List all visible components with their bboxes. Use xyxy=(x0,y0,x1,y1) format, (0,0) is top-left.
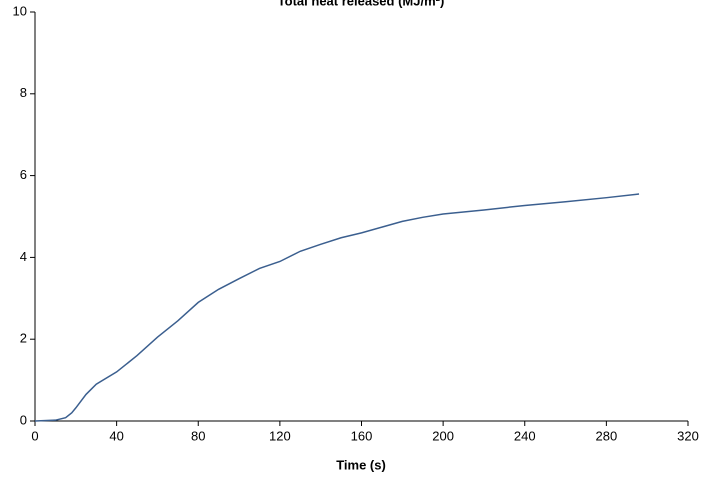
y-tick-label: 10 xyxy=(13,3,27,18)
x-tick-label: 200 xyxy=(432,428,454,443)
chart-title: Total heat released (MJ/m²) xyxy=(278,0,445,8)
y-tick-label: 4 xyxy=(20,249,27,264)
x-axis-label: Time (s) xyxy=(336,457,386,472)
y-tick-label: 2 xyxy=(20,331,27,346)
x-tick-label: 240 xyxy=(514,428,536,443)
x-tick-label: 320 xyxy=(677,428,699,443)
y-tick-label: 8 xyxy=(20,85,27,100)
x-tick-label: 280 xyxy=(596,428,618,443)
x-tick-label: 160 xyxy=(351,428,373,443)
x-tick-label: 80 xyxy=(191,428,205,443)
x-tick-label: 120 xyxy=(269,428,291,443)
y-tick-label: 0 xyxy=(20,412,27,427)
x-tick-label: 0 xyxy=(31,428,38,443)
x-tick-label: 40 xyxy=(109,428,123,443)
y-tick-label: 6 xyxy=(20,167,27,182)
line xyxy=(34,193,640,422)
